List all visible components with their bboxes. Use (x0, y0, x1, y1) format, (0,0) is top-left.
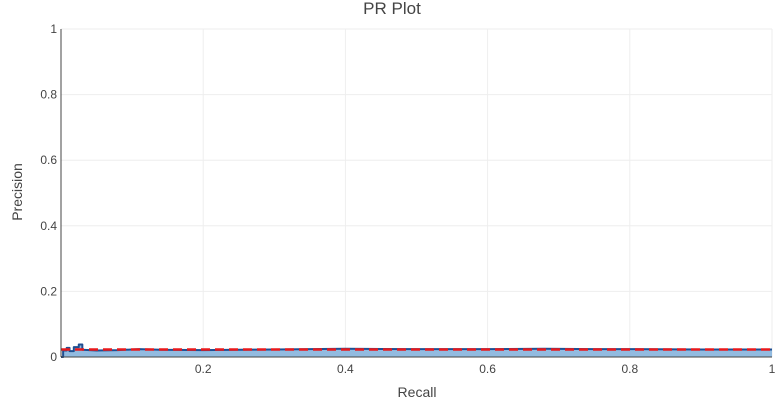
x-tick-label: 0.6 (479, 362, 496, 376)
grid (61, 28, 773, 357)
y-tick-label: 1 (50, 22, 57, 36)
x-tick-label: 0.4 (337, 362, 354, 376)
y-tick-label: 0.6 (40, 153, 57, 167)
x-tick-label: 0.2 (195, 362, 212, 376)
x-tick-label: 1 (769, 362, 776, 376)
series-lines (61, 343, 772, 358)
y-tick-label: 0.2 (40, 284, 57, 298)
y-tick-label: 0 (50, 350, 57, 364)
pr-curve-area (61, 344, 772, 357)
y-tick-label: 0.8 (40, 88, 57, 102)
y-tick-label: 0.4 (40, 219, 57, 233)
x-tick-label: 0.8 (621, 362, 638, 376)
y-axis-title: Precision (9, 163, 25, 221)
axes: 0 0.2 0.4 0.6 0.8 1 0.2 0.4 0.6 0.8 1 (40, 22, 775, 376)
x-axis-title: Recall (398, 384, 437, 400)
chart-title: PR Plot (363, 0, 421, 18)
pr-area (61, 344, 772, 357)
